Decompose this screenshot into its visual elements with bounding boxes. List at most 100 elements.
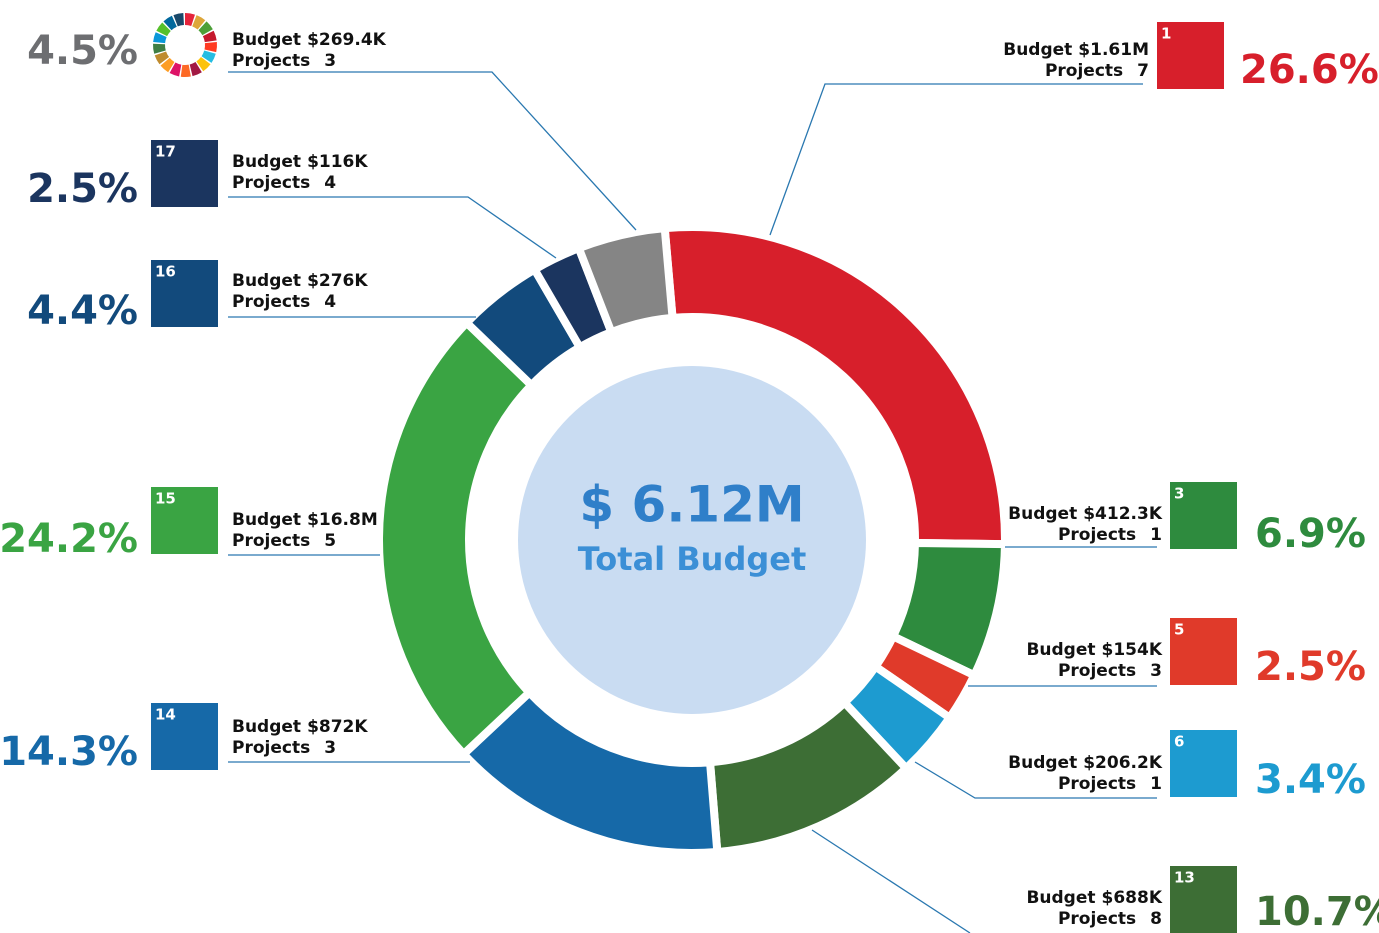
sdg-number: 6 — [1174, 733, 1184, 751]
budget-text: Budget $16.8M — [232, 510, 378, 530]
budget-text: Budget $206.2K — [1008, 753, 1163, 773]
sdg-icon — [151, 703, 218, 770]
projects-text: Projects 4 — [232, 173, 336, 193]
projects-word: Projects — [232, 531, 310, 551]
leader-line — [228, 71, 637, 231]
budget-word: Budget — [1008, 753, 1077, 773]
budget-value: $154K — [1102, 640, 1163, 660]
sdg-number: 17 — [155, 143, 176, 161]
budget-word: Budget — [232, 717, 301, 737]
projects-word: Projects — [232, 738, 310, 758]
percent-label: 3.4% — [1255, 757, 1366, 803]
projects-value: 7 — [1137, 61, 1149, 81]
sdg-wheel-part — [196, 57, 211, 72]
percent-label: 4.5% — [27, 28, 138, 74]
budget-value: $1.61M — [1078, 40, 1149, 60]
sdg-icon — [1170, 618, 1237, 685]
sdg-wheel-part — [202, 30, 217, 43]
budget-value: $276K — [307, 271, 368, 291]
center-value: $ 6.12M — [579, 476, 804, 534]
donut-segment — [375, 317, 538, 760]
projects-word: Projects — [232, 292, 310, 312]
center-disc — [518, 366, 866, 714]
projects-value: 8 — [1150, 909, 1162, 929]
sdg-wheel-part — [154, 51, 170, 65]
budget-word: Budget — [1026, 888, 1095, 908]
budget-value: $688K — [1102, 888, 1163, 908]
projects-text: Projects 7 — [1045, 61, 1149, 81]
sdg-wheel-part — [180, 64, 191, 77]
sdg-number: 13 — [1174, 869, 1195, 887]
percent-label: 2.5% — [27, 166, 138, 212]
projects-value: 3 — [1150, 661, 1162, 681]
budget-value: $206.2K — [1083, 753, 1163, 773]
sdg-icon — [151, 487, 218, 554]
sdg-icon — [1157, 22, 1224, 89]
donut-segment — [573, 223, 677, 338]
sdg-wheel-part — [153, 32, 167, 44]
budget-value: $269.4K — [307, 30, 387, 50]
sdg-number: 3 — [1174, 485, 1184, 503]
budget-word: Budget — [232, 510, 301, 530]
sdg-wheel-part — [173, 13, 184, 27]
projects-word: Projects — [1058, 661, 1136, 681]
projects-word: Projects — [232, 173, 310, 193]
sdg-icon — [151, 260, 218, 327]
sdg-wheel-part — [185, 13, 195, 26]
sdg-icon — [1170, 482, 1237, 549]
budget-word: Budget — [1008, 504, 1077, 524]
projects-value: 3 — [324, 51, 336, 71]
sdg-wheel-part — [153, 43, 166, 54]
percent-label: 2.5% — [1255, 644, 1366, 690]
budget-text: Budget $1.61M — [1003, 40, 1149, 60]
projects-value: 1 — [1150, 774, 1162, 794]
projects-word: Projects — [1058, 774, 1136, 794]
projects-text: Projects 4 — [232, 292, 336, 312]
budget-word: Budget — [232, 30, 301, 50]
sdg-wheel-part — [156, 22, 171, 37]
projects-value: 1 — [1150, 525, 1162, 545]
donut-segment — [660, 223, 1009, 549]
budget-word: Budget — [1003, 40, 1072, 60]
budget-value: $412.3K — [1083, 504, 1163, 524]
sdg-wheel-part — [201, 50, 216, 63]
budget-text: Budget $116K — [232, 152, 368, 172]
projects-value: 3 — [324, 738, 336, 758]
percent-label: 24.2% — [0, 516, 138, 562]
sdg-wheel-part — [169, 62, 182, 77]
budget-value: $116K — [307, 152, 368, 172]
projects-text: Projects 8 — [1058, 909, 1162, 929]
sdg-number: 1 — [1161, 25, 1171, 43]
sdg-wheel-part — [198, 21, 213, 36]
budget-text: Budget $872K — [232, 717, 368, 737]
budget-text: Budget $276K — [232, 271, 368, 291]
sdg-wheel-part — [189, 62, 202, 77]
sdg-wheel-part — [160, 57, 175, 73]
projects-text: Projects 3 — [232, 51, 336, 71]
leader-line — [228, 196, 557, 259]
budget-text: Budget $269.4K — [232, 30, 387, 50]
projects-text: Projects 3 — [1058, 661, 1162, 681]
projects-word: Projects — [232, 51, 310, 71]
percent-label: 14.3% — [0, 729, 138, 775]
budget-text: Budget $688K — [1026, 888, 1162, 908]
sdg-number: 5 — [1174, 621, 1184, 639]
projects-value: 4 — [324, 173, 336, 193]
budget-word: Budget — [1026, 640, 1095, 660]
sdg-wheel-part — [163, 15, 177, 31]
leader-line — [811, 829, 971, 933]
percent-label: 26.6% — [1240, 47, 1379, 93]
sdg-wheel-part — [204, 42, 217, 53]
sdg-icon — [1170, 866, 1237, 933]
leader-line — [914, 761, 1157, 799]
budget-value: $872K — [307, 717, 368, 737]
projects-word: Projects — [1058, 525, 1136, 545]
budget-value: $16.8M — [307, 510, 378, 530]
percent-label: 4.4% — [27, 288, 138, 334]
budget-word: Budget — [232, 271, 301, 291]
budget-text: Budget $154K — [1026, 640, 1162, 660]
leader-line — [769, 83, 1143, 236]
projects-text: Projects 5 — [232, 531, 336, 551]
sdg-number: 15 — [155, 490, 176, 508]
